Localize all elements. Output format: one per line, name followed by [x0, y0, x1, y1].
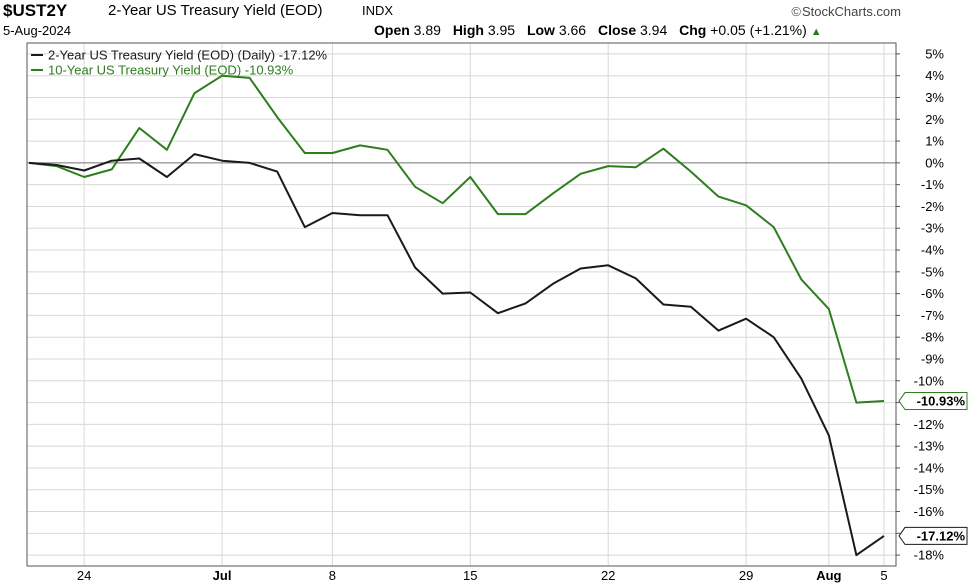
- y-tick-label: -5%: [921, 264, 945, 279]
- legend-entry: 10-Year US Treasury Yield (EOD) -10.93%: [48, 63, 294, 78]
- header-row-quote: 5-Aug-2024 Open 3.89 High 3.95 Low 3.66 …: [0, 22, 969, 40]
- quote-date: 5-Aug-2024: [3, 23, 71, 38]
- y-tick-label: -18%: [914, 548, 945, 563]
- x-tick-label: Jul: [213, 568, 232, 583]
- y-tick-label: -3%: [921, 221, 945, 236]
- y-tick-label: -10%: [914, 373, 945, 388]
- y-tick-label: -4%: [921, 243, 945, 258]
- ohlc-values: Open 3.89 High 3.95 Low 3.66 Close 3.94 …: [374, 22, 822, 38]
- chg-label: Chg: [679, 22, 707, 38]
- open-label: Open: [374, 22, 410, 38]
- up-triangle-icon: ▲: [810, 26, 822, 38]
- y-tick-label: 0%: [925, 155, 944, 170]
- brand-name: StockCharts.com: [802, 4, 901, 19]
- plot-frame: [26, 42, 897, 567]
- high-value: 3.95: [487, 22, 516, 38]
- series-line: [28, 153, 885, 557]
- chart-legend: 2-Year US Treasury Yield (EOD) (Daily) -…: [31, 48, 328, 78]
- tag-label: -17.12%: [917, 528, 966, 543]
- tag-shape: [898, 392, 968, 411]
- x-tick-label: 8: [329, 568, 336, 583]
- chg-value: +0.05 (+1.21%): [710, 22, 807, 38]
- x-tick-label: 5: [880, 568, 887, 583]
- y-tick-label: 1%: [925, 134, 944, 149]
- y-tick-label: -1%: [921, 177, 945, 192]
- series-lines: [28, 74, 885, 557]
- series-line: [28, 74, 885, 404]
- y-axis: 5% 4% 3% 2% 1% 0% -1% -2% -3% -4% -5% -6% -7% -8% -9% -…: [896, 46, 945, 563]
- x-tick-label: Aug: [816, 568, 841, 583]
- copyright-icon: ©: [791, 4, 802, 19]
- symbol-description: 2-Year US Treasury Yield (EOD): [108, 2, 323, 19]
- last-value-tag: -10.93%: [898, 392, 968, 411]
- last-value-tag: -17.12%: [898, 526, 968, 545]
- open-value: 3.89: [413, 22, 441, 38]
- y-tick-label: -9%: [921, 351, 945, 366]
- y-tick-label: -13%: [914, 439, 945, 454]
- y-tick-label: -15%: [914, 482, 945, 497]
- close-value: 3.94: [640, 22, 668, 38]
- y-tick-label: -14%: [914, 460, 945, 475]
- x-tick-label: 15: [463, 568, 477, 583]
- high-label: High: [452, 22, 484, 38]
- close-label: Close: [597, 22, 637, 38]
- low-value: 3.66: [558, 22, 587, 38]
- y-tick-label: -12%: [914, 417, 945, 432]
- last-value-tags: -17.12% -10.93%: [898, 392, 968, 545]
- y-tick-label: -2%: [921, 199, 945, 214]
- x-axis: 24 Jul 8 15 22 29 Aug 5: [77, 568, 888, 583]
- y-tick-label: 3%: [925, 90, 944, 105]
- exchange-label: INDX: [362, 3, 394, 18]
- x-tick-label: 29: [739, 568, 753, 583]
- y-tick-label: 5%: [925, 46, 944, 61]
- y-tick-label: -16%: [914, 504, 945, 519]
- grid-lines: [27, 43, 896, 566]
- legend-entry: 2-Year US Treasury Yield (EOD) (Daily) -…: [48, 48, 328, 63]
- brand-link[interactable]: ©StockCharts.com: [791, 4, 901, 19]
- tag-shape: [898, 526, 968, 545]
- y-tick-label: -6%: [921, 286, 945, 301]
- x-tick-label: 22: [601, 568, 615, 583]
- low-label: Low: [526, 22, 555, 38]
- y-tick-label: -7%: [921, 308, 945, 323]
- y-tick-label: 4%: [925, 68, 944, 83]
- ticker-symbol[interactable]: $UST2Y: [3, 1, 68, 20]
- y-tick-label: -8%: [921, 330, 945, 345]
- header-row-top: $UST2Y 2-Year US Treasury Yield (EOD) IN…: [0, 1, 969, 20]
- x-tick-label: 24: [77, 568, 91, 583]
- y-tick-label: 2%: [925, 112, 944, 127]
- tag-label: -10.93%: [917, 394, 966, 409]
